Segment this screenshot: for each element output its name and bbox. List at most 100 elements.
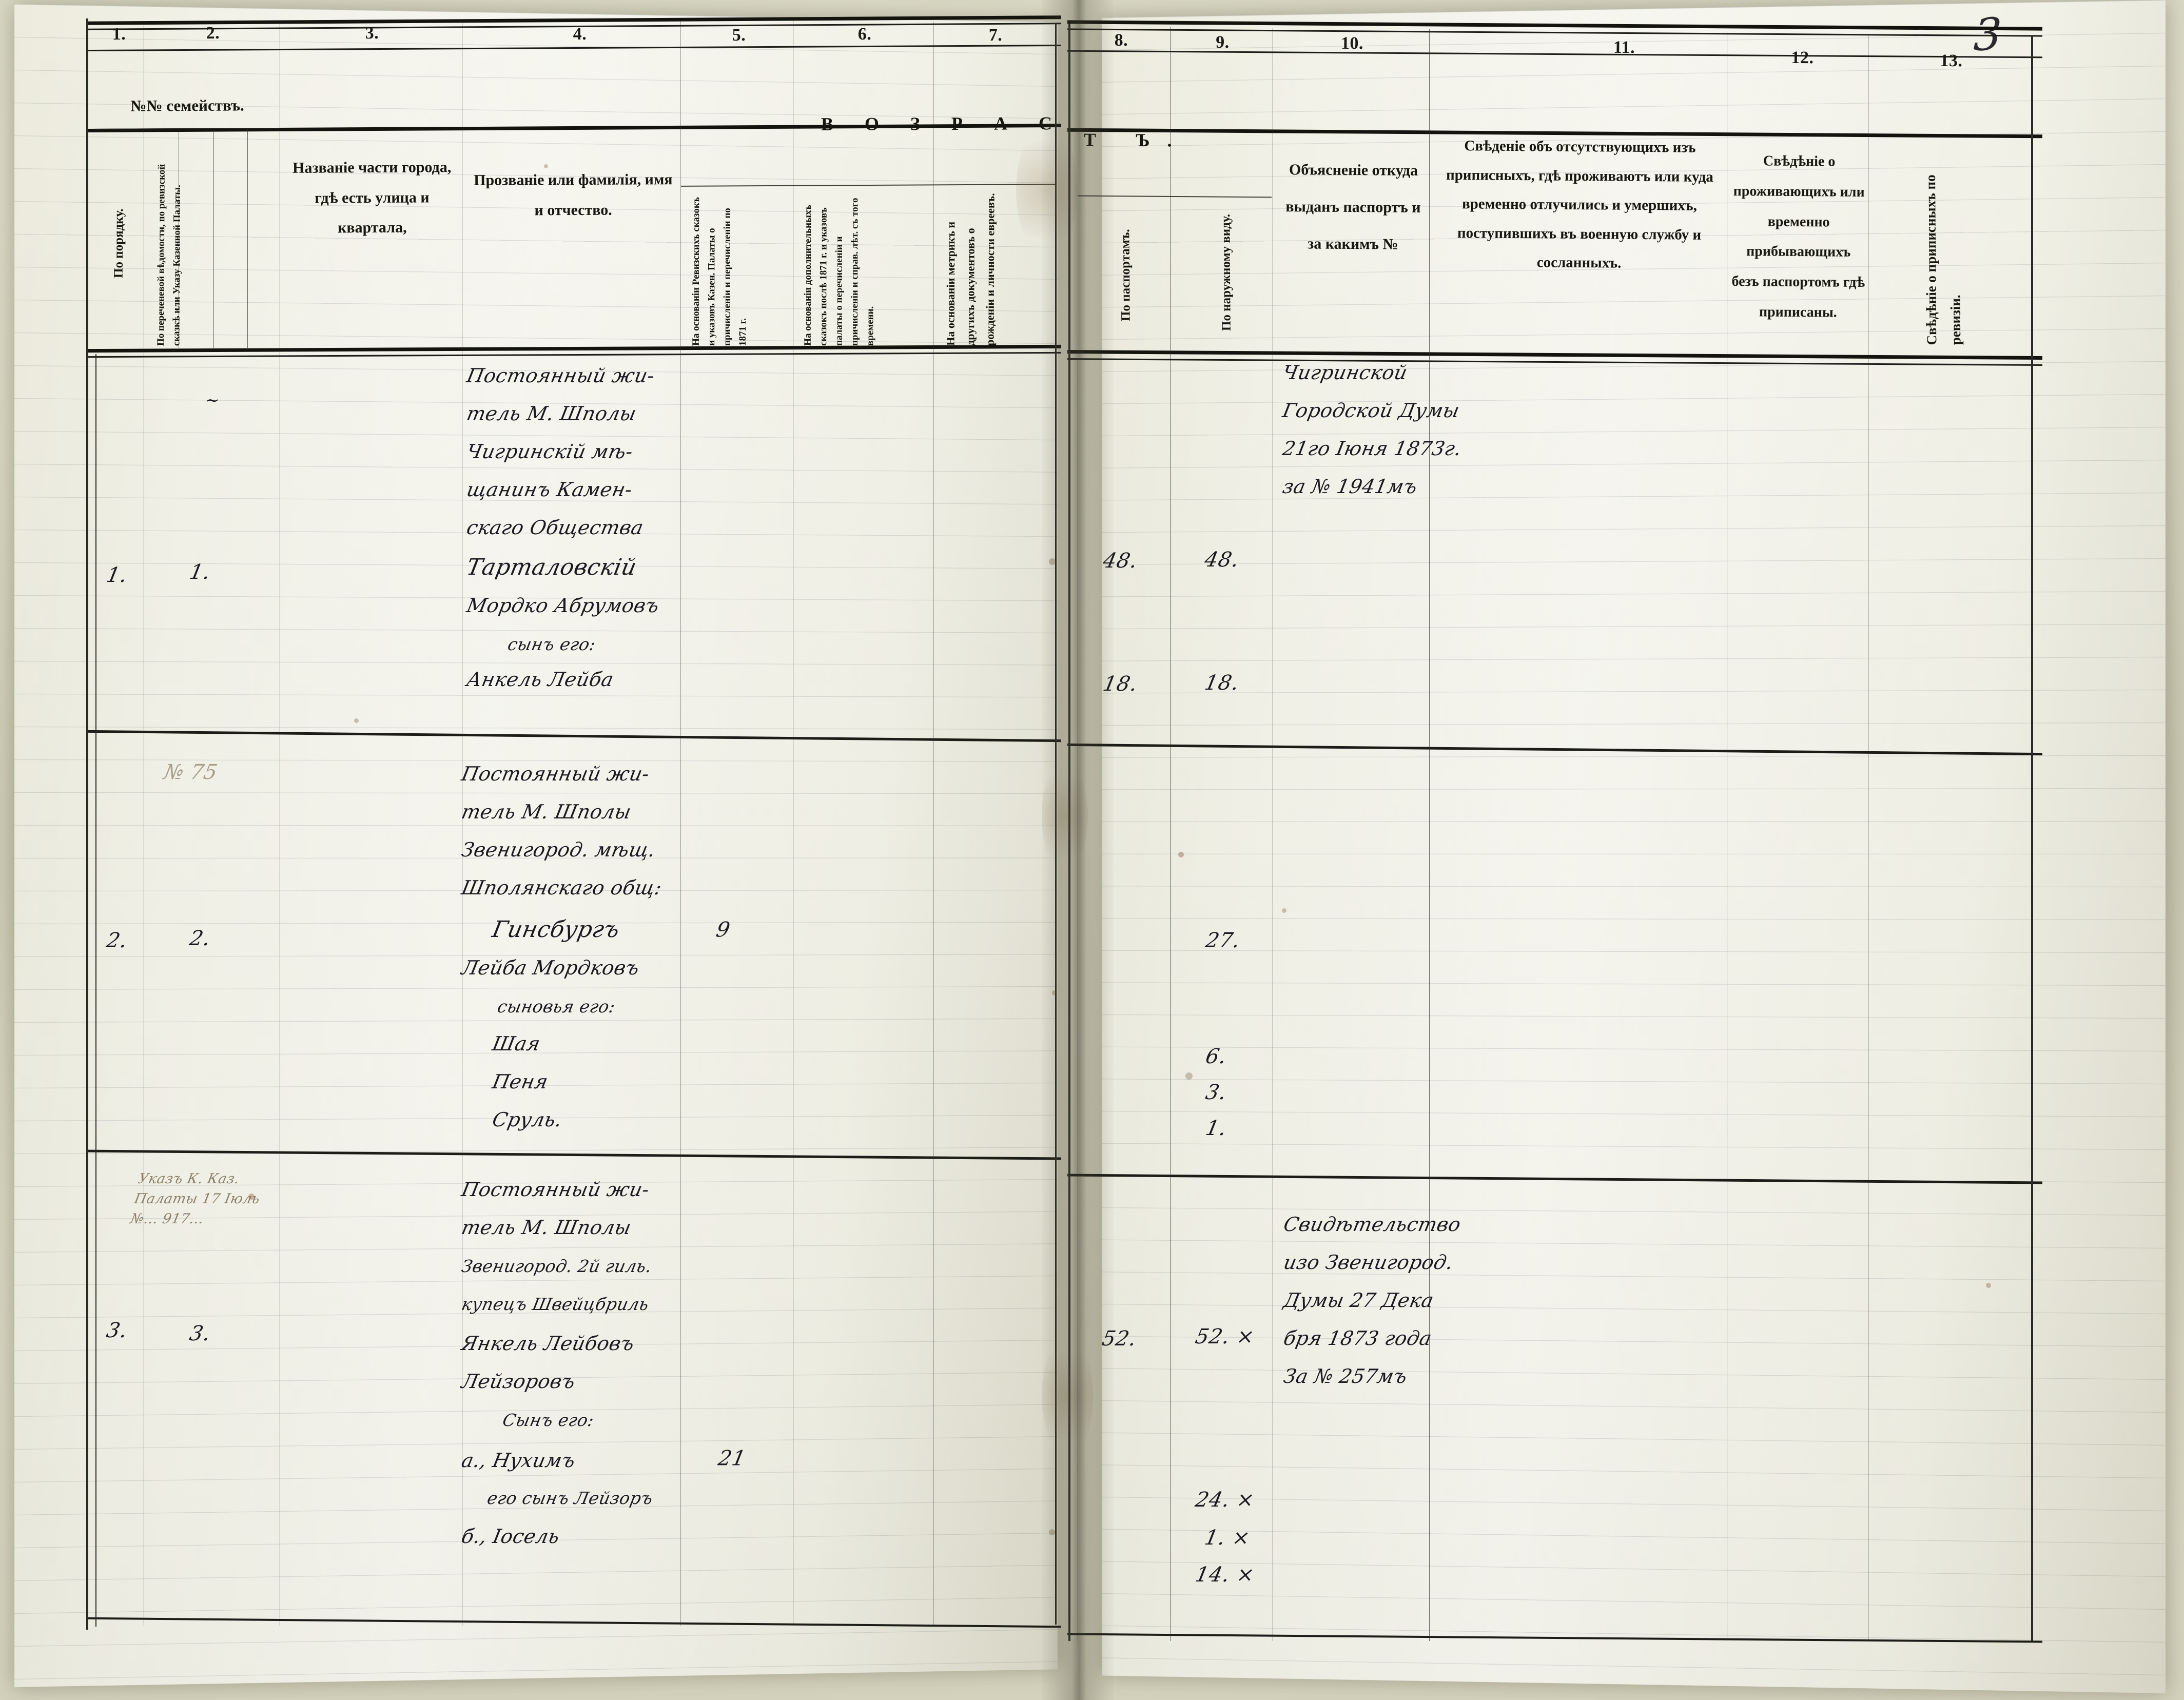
row-1-col4-givenname: Мордко Абрумовъ <box>464 594 661 617</box>
paper-spot-7 <box>544 164 548 168</box>
row-2-col2-note: № 75 <box>162 760 220 784</box>
row-3-col4-line-1: тель М. Шполы <box>459 1216 633 1239</box>
vline-col2-sub-b <box>213 128 215 348</box>
row-3-col10-line-3: бря 1873 года <box>1281 1327 1434 1350</box>
row-1-col4-line-1: тель М. Шполы <box>464 402 638 425</box>
row-2-col4-givenname: Лейба Мордковъ <box>459 956 641 979</box>
row-3-col4-patronymic: Лейзоровъ <box>459 1370 577 1393</box>
row-1-col4-line-0: Постоянный жи- <box>464 364 657 387</box>
row-1-col4-line-3: щанинъ Камен- <box>464 478 635 501</box>
paper-smudge-2 <box>1042 759 1088 872</box>
vline-col10-col11 <box>1429 29 1430 1641</box>
colnum-1: 1. <box>112 24 126 44</box>
row-1-col8-age-0: 48. <box>1101 549 1140 573</box>
vline-col2-sub-c <box>247 128 248 348</box>
row-1-col4-relation: сынъ его: <box>506 634 598 654</box>
paper-smudge-1 <box>1016 123 1078 257</box>
header-col2: По переченевой вѣдомости, по ревизской с… <box>155 164 183 346</box>
group-label-age-left: В О З Р А С <box>821 113 1066 134</box>
row-3-col10-line-4: За № 257мъ <box>1281 1365 1410 1388</box>
row-3-col9-age-3: 14. × <box>1193 1563 1257 1587</box>
row-3-col4-line-2: Звенигород. 2й гиль. <box>460 1256 654 1276</box>
row-2-col4-son-1: Пеня <box>490 1070 550 1093</box>
vline-col8-col9 <box>1170 27 1171 1641</box>
header-col1: По порядку. <box>111 208 126 278</box>
header-col8: По паспортамъ. <box>1118 229 1133 321</box>
row-2-col4-line-0: Постоянный жи- <box>459 763 652 785</box>
group-label-age-right: Т Ъ. <box>1083 129 1190 151</box>
row-3-col4-relation: Сынъ его: <box>501 1410 596 1430</box>
row-1-col10-line-0: Чигринской <box>1280 361 1410 384</box>
paper-spot-4 <box>1282 908 1286 913</box>
paper-smudge-3 <box>1042 1334 1093 1457</box>
vline-table-right-edge <box>2031 36 2033 1641</box>
row-1-col9-age-1: 18. <box>1202 671 1242 695</box>
row-3-col10-line-0: Свидѣтельство <box>1281 1213 1463 1236</box>
row-1-col10-line-1: Городской Думы <box>1280 399 1462 422</box>
paper-spot-10 <box>1049 1529 1055 1535</box>
colnum-10: 10. <box>1340 33 1364 53</box>
header-col9: По наружному виду. <box>1219 213 1234 331</box>
colnum-5: 5. <box>732 25 746 45</box>
colnum-4: 4. <box>573 24 587 44</box>
header-col5: На основаніи Ревизскихъ сказокъ и указов… <box>690 197 749 346</box>
row-3-col10-line-1: изо Звенигород. <box>1281 1251 1455 1274</box>
header-col13: Свѣдѣніе о приписныхъ по ревизіи. <box>1922 174 1964 345</box>
header-col3: Названіе части города, гдѣ есть улица и … <box>292 159 452 237</box>
colnum-12: 12. <box>1791 48 1814 68</box>
row-1-col4-line-2: Чигринскій мѣ- <box>464 440 635 463</box>
row-3-col4-surname: купецъ Швейцбриль <box>460 1294 651 1314</box>
row-1-col10-line-2: 21го Іюня 1873г. <box>1280 437 1464 460</box>
paper-spot-8 <box>1986 1283 1991 1288</box>
row-2-col4-surname: Гинсбургъ <box>490 916 622 943</box>
vline-left-inner-margin <box>95 354 96 1627</box>
row-2-col4-son-2: Сруль. <box>490 1108 564 1131</box>
row-3-col2-note: Указъ К. Каз. Палаты 17 Іюль №… 917… <box>129 1171 262 1227</box>
paper-spot-3 <box>1178 852 1184 857</box>
row-3-col5: 21 <box>716 1447 748 1471</box>
header-col6: На основаніи дополнительныхъ сказокъ пос… <box>802 198 876 346</box>
row-2-col4-relation: сыновья его: <box>496 996 617 1017</box>
colnum-13: 13. <box>1940 51 1963 71</box>
colnum-8: 8. <box>1114 30 1128 50</box>
row-2-col4-son-0: Шая <box>490 1032 542 1055</box>
header-col12: Свѣдѣніе о проживающихъ или временно при… <box>1731 153 1865 321</box>
row-3-col4-son-a: а., Нухимъ <box>459 1449 578 1472</box>
row-1-col9-age-0: 48. <box>1202 548 1242 572</box>
header-col11: Свѣденіе объ отсутствующихъ изъ приписны… <box>1446 138 1713 271</box>
group-label-families: №№ семействъ. <box>130 96 244 115</box>
header-col10: Объясненіе откуда выданъ паспортъ и за к… <box>1285 161 1421 253</box>
row-1-col4-line-4: скаго Общества <box>464 516 646 539</box>
header-col4: Прозваніе или фамилія, имя и отчество. <box>474 171 673 219</box>
paper-spot-1 <box>1049 558 1056 565</box>
row-2-col9-age-0: 27. <box>1203 929 1243 952</box>
row-1-col10-line-3: за № 1941мъ <box>1280 475 1419 498</box>
colnum-2: 2. <box>206 23 220 43</box>
row-2-col4-line-1: тель М. Шполы <box>459 800 633 823</box>
row-3-col4-son-b: б., Іосель <box>459 1525 562 1548</box>
paper-spot-5 <box>248 1194 255 1200</box>
row-3-col8-age-0: 52. <box>1100 1327 1139 1351</box>
colnum-3: 3. <box>365 23 379 43</box>
row-3-col4-givenname: Янкель Лейбовъ <box>459 1332 636 1355</box>
row-3-col9-age-2: 1. × <box>1202 1526 1253 1550</box>
paper-spot-2 <box>1052 990 1057 995</box>
vline-table-left-edge <box>86 18 88 1630</box>
paper-spot-6 <box>1185 1072 1193 1080</box>
colnum-9: 9. <box>1216 32 1230 52</box>
row-3-col9-age-1: 24. × <box>1193 1488 1257 1512</box>
row-1-col4-surname: Тарталовскій <box>464 554 639 580</box>
colnum-7: 7. <box>988 25 1003 45</box>
row-1-col4-son: Анкель Лейба <box>464 668 616 691</box>
row-1-col8-age-1: 18. <box>1101 672 1140 696</box>
row-2-col4-line-2: Звенигород. мѣщ. <box>459 838 658 861</box>
colnum-6: 6. <box>857 24 872 44</box>
colnum-11: 11. <box>1613 37 1635 57</box>
row-3-col9-age-0: 52. × <box>1193 1325 1257 1349</box>
row-3-col4-line-0: Постоянный жи- <box>459 1178 652 1201</box>
row-3-col4-grandson: его сынъ Лейзоръ <box>485 1488 655 1508</box>
paper-spot-9 <box>354 718 359 723</box>
row-2-col4-line-3: Шполянскаго общ: <box>459 876 664 899</box>
row-3-col10-line-2: Думы 27 Дека <box>1281 1289 1436 1312</box>
